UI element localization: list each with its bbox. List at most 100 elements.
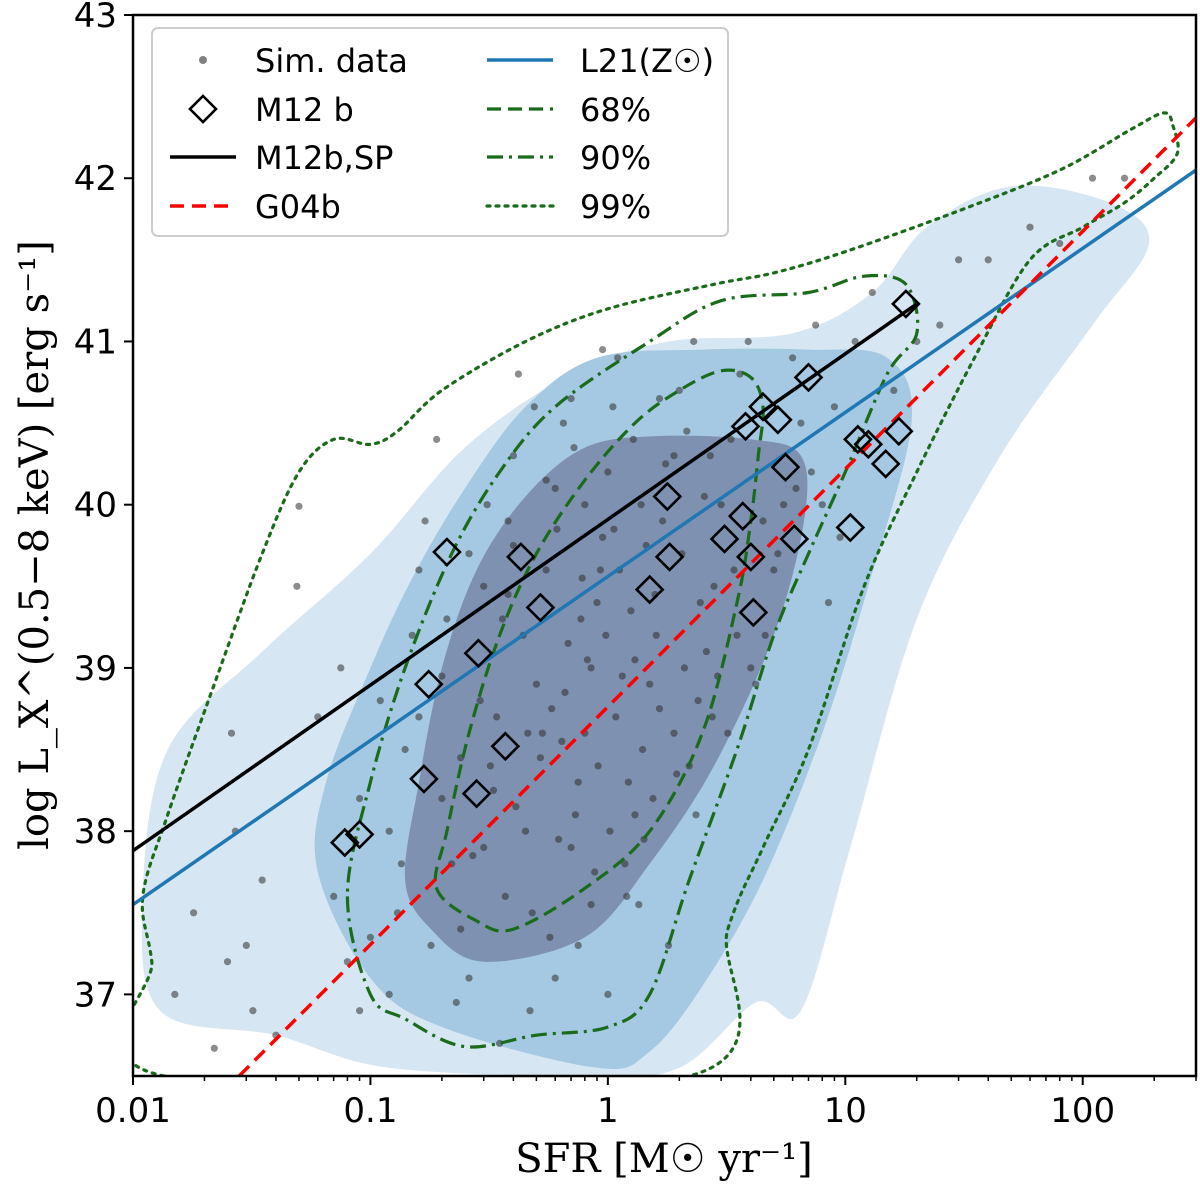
sim-data-point: [604, 990, 612, 999]
sim-data-point: [408, 631, 416, 639]
sim-data-point: [551, 974, 559, 982]
sim-data-point: [438, 794, 446, 803]
m12b-diamond-marker: [490, 731, 521, 762]
sim-data-point: [480, 843, 488, 852]
legend: Sim. data M12 b M12b,SP G04b L21(Z☉) 68%…: [151, 27, 729, 237]
sim-data-point: [258, 876, 266, 884]
legend-box: [151, 27, 729, 237]
y-tick-label: 37: [74, 975, 117, 1015]
sim-data-point: [593, 599, 601, 607]
y-tick-label: 41: [74, 322, 117, 362]
sim-data-point: [493, 713, 501, 721]
sim-data-point: [227, 729, 236, 737]
legend-label-g04b: G04b: [255, 188, 341, 226]
sim-data-point: [675, 386, 683, 394]
sim-data-point: [567, 843, 575, 852]
sim-data-point: [724, 729, 732, 737]
sim-data-point: [770, 566, 778, 574]
sim-data-point: [366, 933, 374, 941]
sim-data-point: [744, 337, 752, 346]
legend-label-l21: L21(Z☉): [580, 42, 714, 80]
sim-data-point: [469, 852, 477, 860]
sim-data-point: [624, 778, 633, 786]
sim-data-point: [599, 533, 607, 541]
sim-data-point: [717, 501, 725, 509]
sim-data-point: [480, 582, 488, 590]
sim-data-point: [818, 501, 826, 509]
sim-data-point: [504, 517, 512, 525]
sim-data-point: [521, 827, 530, 835]
y-tick-label: 42: [74, 159, 117, 199]
sim-data-point: [812, 321, 820, 329]
sim-data-point: [789, 354, 797, 362]
sim-data-point: [587, 901, 595, 909]
sim-data-point: [567, 395, 575, 403]
x-tick-label: 100: [1050, 1091, 1115, 1131]
sim-data-point: [476, 697, 484, 705]
sim-data-point: [558, 737, 566, 746]
sim-data-point: [489, 786, 498, 794]
sim-data-point: [559, 419, 568, 427]
sim-data-point: [708, 713, 716, 721]
sim-data-point: [955, 256, 963, 264]
sim-data-point: [542, 566, 550, 574]
sim-data-point: [752, 680, 760, 688]
sim-data-point: [483, 501, 491, 509]
m12b-diamond-marker: [748, 391, 778, 422]
m12b-diamond-marker: [843, 424, 873, 455]
sim-data-point: [465, 974, 473, 982]
sim-data-point: [457, 925, 465, 933]
sim-data-point: [591, 868, 599, 876]
sim-data-point: [538, 729, 547, 737]
sim-data-point: [627, 607, 635, 615]
x-tick-label: 10: [824, 1091, 867, 1131]
sim-data-point: [618, 672, 626, 680]
sim-data-point: [639, 745, 647, 754]
m12b-diamond-marker: [730, 411, 761, 442]
sim-data-point: [670, 729, 678, 737]
sim-data-point: [702, 648, 711, 656]
sim-data-point: [465, 550, 473, 558]
sim-data-point: [609, 403, 617, 411]
sim-data-point: [652, 631, 660, 639]
m12b-diamond-marker: [883, 416, 914, 447]
sim-data-point: [421, 517, 429, 525]
sim-data-point: [578, 574, 586, 582]
sim-data-point: [599, 346, 607, 354]
sim-data-point: [673, 770, 681, 778]
sim-data-point: [249, 1007, 257, 1015]
sim-data-point: [438, 672, 446, 680]
m12b-diamond-marker: [735, 542, 766, 572]
sim-data-point: [415, 713, 423, 721]
sim-data-point: [629, 435, 637, 443]
sim-data-point: [546, 933, 554, 941]
sim-data-point: [1026, 223, 1034, 231]
sim-data-point: [330, 892, 338, 901]
sim-data-point: [780, 501, 788, 509]
sim-data-point: [581, 501, 589, 509]
sim-data-point: [415, 566, 423, 574]
x-axis-title: SFR [M☉ yr⁻¹]: [515, 1136, 813, 1182]
sim-data-point: [512, 803, 520, 811]
sim-data-point: [501, 892, 509, 901]
sim-data-point: [700, 492, 709, 501]
sim-data-point: [830, 403, 839, 411]
sim-data-point: [171, 990, 179, 999]
sim-data-point: [561, 688, 569, 697]
sim-data-point: [433, 435, 441, 443]
m12b-diamond-marker: [853, 429, 884, 460]
m12b-diamond-marker: [779, 524, 810, 554]
sim-data-point: [610, 525, 618, 533]
y-tick-label: 39: [74, 649, 117, 689]
sim-data-point: [623, 892, 631, 901]
sim-data-point: [606, 827, 614, 835]
sim-data-point: [570, 444, 578, 452]
m12b-diamond-marker: [432, 537, 462, 567]
sim-data-point: [706, 452, 714, 460]
m12b-diamond-marker: [413, 669, 444, 700]
legend-label-90: 90%: [580, 139, 651, 177]
g04b-relation-line: [237, 116, 1196, 1076]
m12b-diamond-marker: [634, 574, 665, 605]
sim-data-point: [984, 256, 992, 264]
